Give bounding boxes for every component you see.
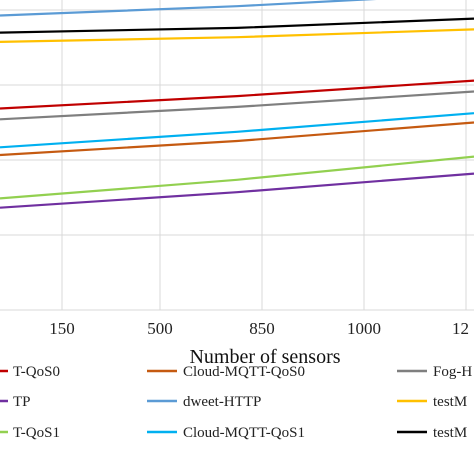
legend-label: dweet-HTTP — [183, 394, 261, 410]
legend-item: T-QoS0 — [0, 364, 60, 380]
legend-label: Cloud-MQTT-QoS0 — [183, 364, 305, 380]
legend-label: T-QoS1 — [13, 425, 60, 441]
series-line-5 — [0, 90, 474, 121]
gridlines — [0, 0, 474, 311]
legend-label: T-QoS0 — [13, 364, 60, 380]
series-line-4 — [0, 79, 474, 110]
legend: T-QoS0 Cloud-MQTT-QoS0 Fog-H TP dweet-HTTP te… — [0, 364, 472, 441]
legend-item: T-QoS1 — [0, 425, 60, 441]
x-tick-label: 500 — [147, 319, 173, 338]
x-tick-label: 150 — [49, 319, 75, 338]
series-line-1 — [0, 0, 377, 17]
legend-item: TP — [0, 394, 31, 410]
series-line-9 — [0, 172, 474, 209]
legend-label: testM — [433, 394, 467, 410]
legend-item: testM — [397, 394, 467, 410]
legend-item: Cloud-MQTT-QoS1 — [147, 425, 305, 441]
series-line-3 — [0, 28, 474, 43]
series-line-8 — [0, 155, 474, 200]
legend-label: Fog-H — [433, 364, 472, 380]
x-tick-labels: 150 500 850 1000 12 — [49, 319, 469, 338]
legend-label: testM — [433, 425, 467, 441]
x-axis-title: Number of sensors — [189, 346, 340, 368]
legend-item: Fog-H — [397, 364, 472, 380]
legend-item: dweet-HTTP — [147, 394, 261, 410]
legend-label: Cloud-MQTT-QoS1 — [183, 425, 305, 441]
series-line-6 — [0, 112, 474, 149]
legend-label: TP — [13, 394, 31, 410]
legend-item: Cloud-MQTT-QoS0 — [147, 364, 305, 380]
legend-item: testM — [397, 425, 467, 441]
x-tick-label: 850 — [249, 319, 275, 338]
series-line-2 — [0, 17, 474, 34]
series-line-7 — [0, 121, 474, 157]
x-tick-label: 1000 — [347, 319, 381, 338]
x-tick-label: 12 — [452, 319, 469, 338]
series-lines — [0, 0, 474, 209]
